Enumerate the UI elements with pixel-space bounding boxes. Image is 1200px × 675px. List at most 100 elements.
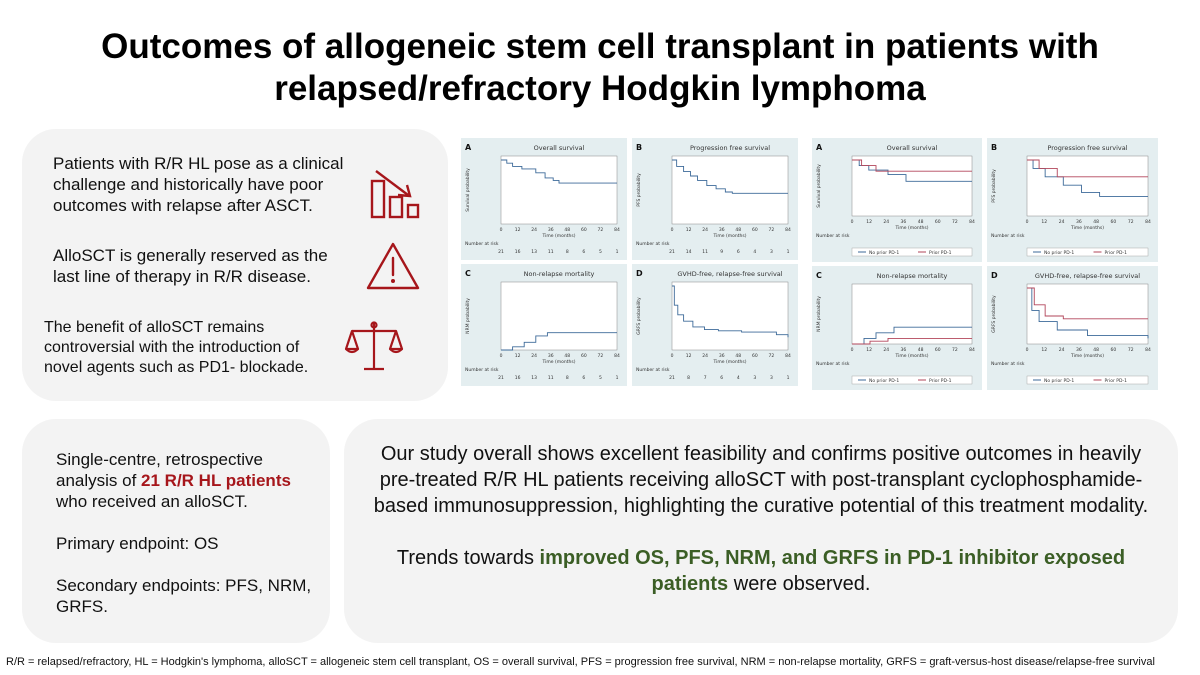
survival-curve (501, 159, 617, 184)
x-tick-label: 72 (1128, 219, 1134, 225)
conclusion-card: Our study overall shows excellent feasib… (344, 419, 1178, 643)
km-thumbnail-c: C Non-relapse mortality NRM probability 0 12… (816, 271, 975, 385)
legend-entry: No prior PD-1 (1044, 378, 1074, 384)
legend-entry: No prior PD-1 (869, 250, 899, 256)
legend-entry: No prior PD-1 (869, 378, 899, 384)
x-tick-label: 60 (1111, 219, 1117, 225)
x-tick-label: 12 (686, 353, 692, 359)
x-tick-label: 24 (531, 353, 537, 359)
x-tick-label: 84 (614, 353, 620, 359)
x-tick-label: 60 (1111, 347, 1117, 353)
y-axis-label: NRM probability (816, 296, 822, 332)
at-risk-count: 6 (582, 375, 585, 381)
panel-title: Progression free survival (1047, 144, 1127, 152)
x-tick-label: 0 (1026, 219, 1029, 225)
number-at-risk-label: Number at risk (636, 367, 670, 373)
x-tick-label: 36 (1076, 219, 1082, 225)
x-tick-label: 36 (1076, 347, 1082, 353)
plot-area (1026, 155, 1149, 217)
panel-letter: D (991, 271, 998, 280)
at-risk-count: 7 (704, 375, 707, 381)
intro-point-1: Patients with R/R HL pose as a clinical … (53, 154, 344, 215)
legend-box (851, 375, 973, 385)
at-risk-count: 9 (720, 249, 723, 255)
at-risk-count: 5 (599, 375, 602, 381)
x-tick-label: 24 (1059, 219, 1065, 225)
plot-area (671, 155, 789, 225)
figure-panel-grfs-by-pd1: D GVHD-free, relapse-free survival GRFS pr… (987, 266, 1158, 390)
figure-panel-nrm-by-pd1: C Non-relapse mortality NRM probability 0 12… (812, 266, 982, 390)
intro-card: Patients with R/R HL pose as a clinical … (22, 129, 448, 401)
at-risk-count: 6 (737, 249, 740, 255)
at-risk-count: 1 (787, 249, 790, 255)
x-tick-label: 24 (1059, 347, 1065, 353)
at-risk-count: 21 (498, 249, 504, 255)
legend-entry: No prior PD-1 (1044, 250, 1074, 256)
x-axis-label: Time (months) (713, 233, 747, 239)
legend-entry: Prior PD-1 (1105, 378, 1128, 384)
number-at-risk-label: Number at risk (991, 233, 1025, 239)
balance-scale-icon (344, 321, 404, 371)
page-title: Outcomes of allogeneic stem cell transpl… (0, 26, 1200, 110)
survival-curve (852, 159, 972, 182)
x-tick-label: 36 (548, 353, 554, 359)
x-tick-label: 12 (515, 353, 521, 359)
km-thumbnail-d: D GVHD-free, relapse-free survival GRFS pr… (636, 269, 791, 381)
declining-bar-chart-icon (370, 170, 420, 219)
number-at-risk-label: Number at risk (816, 361, 850, 367)
x-tick-label: 48 (918, 219, 924, 225)
at-risk-count: 11 (548, 375, 554, 381)
x-axis-label: Time (months) (1070, 225, 1104, 231)
panel-title: Overall survival (887, 144, 938, 152)
x-tick-label: 84 (969, 219, 975, 225)
x-tick-label: 36 (548, 227, 554, 233)
panel-letter: A (816, 143, 823, 152)
x-tick-label: 84 (969, 347, 975, 353)
x-tick-label: 48 (735, 227, 741, 233)
plot-area (500, 281, 618, 351)
number-at-risk-label: Number at risk (465, 367, 499, 373)
survival-curve (1027, 159, 1148, 178)
x-tick-label: 72 (952, 347, 958, 353)
at-risk-count: 21 (498, 375, 504, 381)
survival-curve (501, 332, 617, 351)
at-risk-count: 1 (787, 375, 790, 381)
warning-triangle-icon (366, 242, 420, 290)
x-axis-label: Time (months) (895, 353, 929, 359)
at-risk-count: 16 (515, 249, 521, 255)
km-thumbnail-b: B Progression free survival PFS probabilit… (991, 143, 1151, 257)
number-at-risk-label: Number at risk (465, 241, 499, 247)
survival-curve (1027, 159, 1148, 197)
abbreviations-footnote: R/R = relapsed/refractory, HL = Hodgkin'… (6, 656, 1155, 668)
x-tick-label: 84 (1145, 347, 1151, 353)
x-tick-label: 72 (952, 219, 958, 225)
number-at-risk-label: Number at risk (636, 241, 670, 247)
x-tick-label: 72 (598, 227, 604, 233)
at-risk-count: 5 (599, 249, 602, 255)
x-tick-label: 72 (1128, 347, 1134, 353)
x-tick-label: 36 (719, 227, 725, 233)
legend-box (1026, 247, 1149, 257)
legend-box (851, 247, 973, 257)
x-tick-label: 24 (883, 219, 889, 225)
x-tick-label: 12 (515, 227, 521, 233)
y-axis-label: PFS probability (991, 169, 997, 203)
legend-entry: Prior PD-1 (929, 250, 952, 256)
x-tick-label: 60 (581, 227, 587, 233)
figure-panel-pfs-by-pd1: B Progression free survival PFS probabilit… (987, 138, 1158, 262)
panel-title: GVHD-free, relapse-free survival (677, 270, 782, 278)
x-tick-label: 48 (1093, 219, 1099, 225)
at-risk-count: 4 (737, 375, 740, 381)
x-tick-label: 60 (935, 347, 941, 353)
x-tick-label: 60 (752, 353, 758, 359)
x-tick-label: 0 (851, 347, 854, 353)
panel-title: Non-relapse mortality (877, 272, 948, 280)
y-axis-label: GRFS probability (991, 295, 997, 333)
figure-panel-os-by-pd1: A Overall survival Survival probability 0 12… (812, 138, 982, 262)
x-axis-label: Time (months) (713, 359, 747, 365)
at-risk-count: 6 (582, 249, 585, 255)
number-at-risk-label: Number at risk (991, 361, 1025, 367)
panel-letter: D (636, 269, 643, 278)
